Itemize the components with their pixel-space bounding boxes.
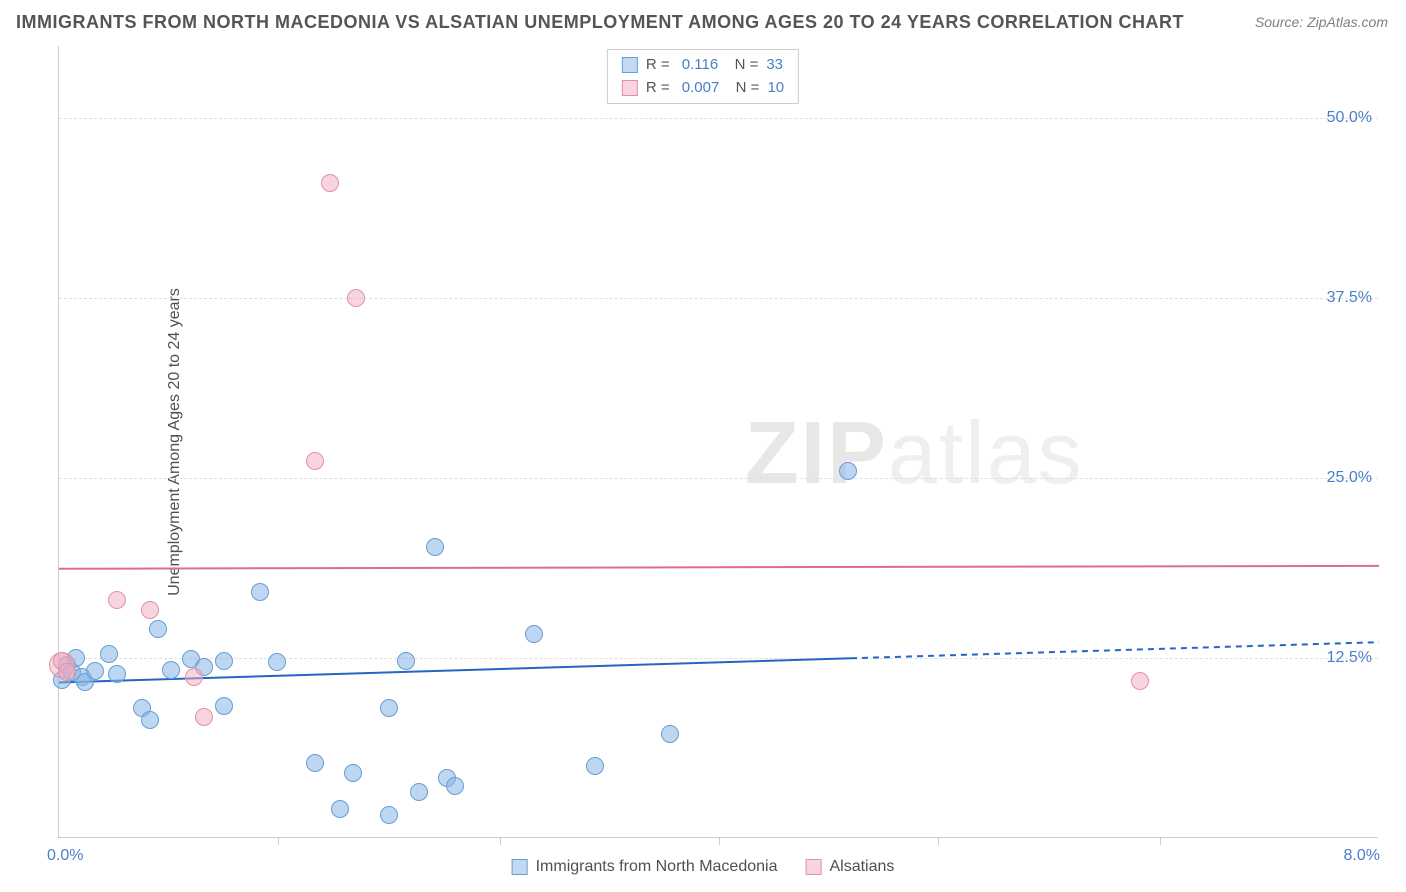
data-point <box>185 668 203 686</box>
chart-title: IMMIGRANTS FROM NORTH MACEDONIA VS ALSAT… <box>16 12 1184 33</box>
x-tick <box>719 837 720 845</box>
data-point <box>149 620 167 638</box>
x-tick <box>938 837 939 845</box>
data-point <box>86 662 104 680</box>
data-point <box>215 697 233 715</box>
data-point <box>525 625 543 643</box>
legend-swatch <box>622 80 638 96</box>
data-point <box>1131 672 1149 690</box>
x-axis-max-label: 8.0% <box>1344 847 1380 865</box>
data-point <box>661 725 679 743</box>
data-point <box>344 764 362 782</box>
legend-n-label: N = <box>726 54 758 77</box>
data-point <box>321 174 339 192</box>
data-point <box>426 538 444 556</box>
x-tick <box>500 837 501 845</box>
legend-row: R = 0.116 N = 33 <box>622 54 784 77</box>
data-point <box>58 663 76 681</box>
data-point <box>100 645 118 663</box>
data-point <box>397 652 415 670</box>
source-label: Source: ZipAtlas.com <box>1255 14 1388 30</box>
legend-swatch <box>805 859 821 875</box>
legend-r-value: 0.007 <box>682 77 720 100</box>
series-legend-item: Immigrants from North Macedonia <box>512 858 778 876</box>
data-point <box>141 711 159 729</box>
legend-n-value: 33 <box>766 54 783 77</box>
series-legend-item: Alsatians <box>805 858 894 876</box>
series-legend-label: Immigrants from North Macedonia <box>536 858 778 876</box>
legend-r-value: 0.116 <box>682 54 718 77</box>
series-legend: Immigrants from North Macedonia Alsatian… <box>512 858 895 876</box>
data-point <box>586 757 604 775</box>
correlation-legend: R = 0.116 N = 33 R = 0.007 N = 10 <box>607 49 799 104</box>
data-point <box>251 583 269 601</box>
legend-n-label: N = <box>727 77 759 100</box>
data-point <box>410 783 428 801</box>
data-point <box>108 665 126 683</box>
data-point <box>268 653 286 671</box>
legend-swatch <box>622 57 638 73</box>
data-point <box>839 462 857 480</box>
data-point <box>108 591 126 609</box>
data-point <box>347 289 365 307</box>
data-point <box>215 652 233 670</box>
data-point <box>380 699 398 717</box>
data-point <box>306 754 324 772</box>
data-point <box>446 777 464 795</box>
legend-r-label: R = <box>646 77 674 100</box>
legend-swatch <box>512 859 528 875</box>
series-legend-label: Alsatians <box>829 858 894 876</box>
data-point <box>306 452 324 470</box>
legend-row: R = 0.007 N = 10 <box>622 77 784 100</box>
data-point <box>162 661 180 679</box>
data-point <box>195 708 213 726</box>
legend-r-label: R = <box>646 54 674 77</box>
x-tick <box>1160 837 1161 845</box>
plot-area: Unemployment Among Ages 20 to 24 years 0… <box>58 46 1378 838</box>
x-axis-min-label: 0.0% <box>47 847 83 865</box>
data-point <box>380 806 398 824</box>
data-point <box>331 800 349 818</box>
x-tick <box>278 837 279 845</box>
data-point <box>141 601 159 619</box>
legend-n-value: 10 <box>767 77 784 100</box>
